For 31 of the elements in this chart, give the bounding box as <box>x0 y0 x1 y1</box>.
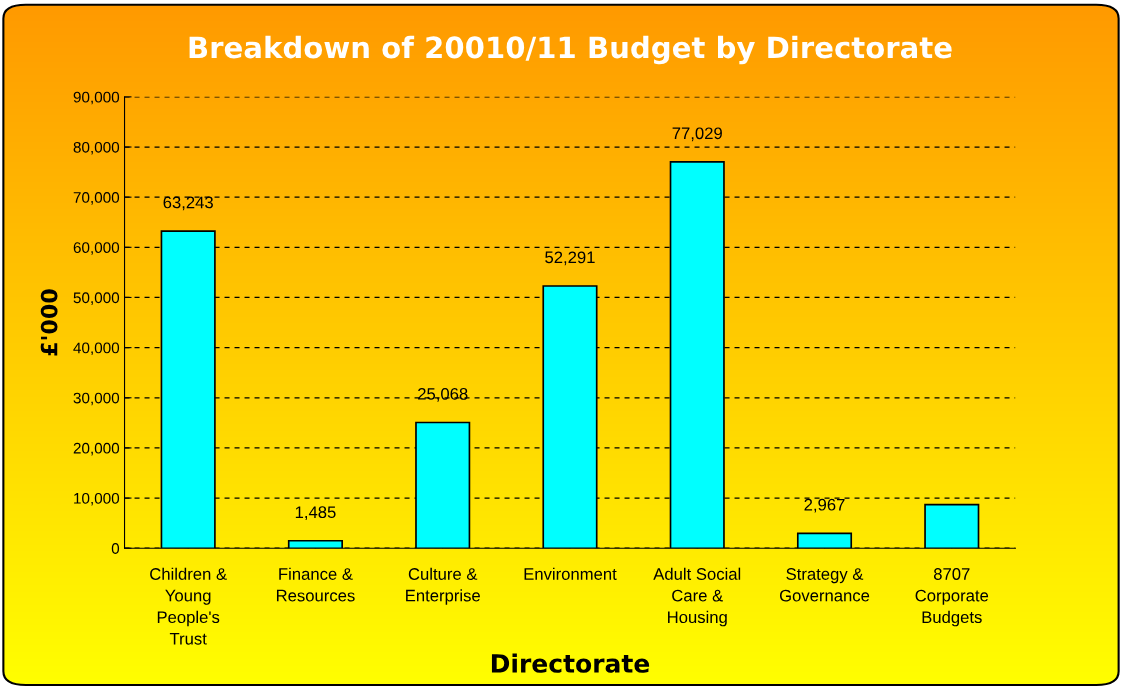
bar <box>287 539 344 549</box>
y-tick-label: 80,000 <box>73 141 120 155</box>
y-tick-label: 50,000 <box>73 292 120 305</box>
y-tick-label: 90,000 <box>73 91 120 105</box>
data-label: 52,291 <box>545 251 595 266</box>
x-tick-label: Children & Young People's Trust <box>150 567 227 645</box>
bar <box>542 285 598 549</box>
data-label: 1,485 <box>295 506 336 521</box>
data-label: 2,967 <box>804 498 845 513</box>
bar <box>160 230 216 549</box>
data-label: 25,068 <box>418 387 468 402</box>
y-tick-label: 40,000 <box>73 342 120 356</box>
x-tick-label: Culture & Enterprise <box>406 567 480 605</box>
x-tick-label: Finance & Resources <box>276 567 355 602</box>
x-tick-label: Strategy & Governance <box>779 568 870 602</box>
data-label: 63,243 <box>163 196 213 211</box>
y-tick-label: 30,000 <box>73 392 120 406</box>
y-tick-label: 10,000 <box>74 492 120 506</box>
bar <box>924 503 980 549</box>
y-axis-title: £'000 <box>40 289 58 356</box>
x-tick-label: Adult Social Care & Housing <box>653 567 741 627</box>
x-axis-title: Directorate <box>491 653 650 673</box>
bar <box>796 532 853 549</box>
y-tick-label: 0 <box>111 543 120 554</box>
data-label: 77,029 <box>672 127 722 142</box>
x-tick-label: Environment <box>524 567 617 580</box>
y-tick-label: 70,000 <box>73 192 120 205</box>
y-tick-label: 60,000 <box>73 242 120 255</box>
x-tick-label: 8707 Corporate Budgets <box>915 568 989 627</box>
chart-title: Breakdown of 20010/11 Budget by Directorate <box>189 35 952 65</box>
y-tick-label: 20,000 <box>73 442 120 456</box>
